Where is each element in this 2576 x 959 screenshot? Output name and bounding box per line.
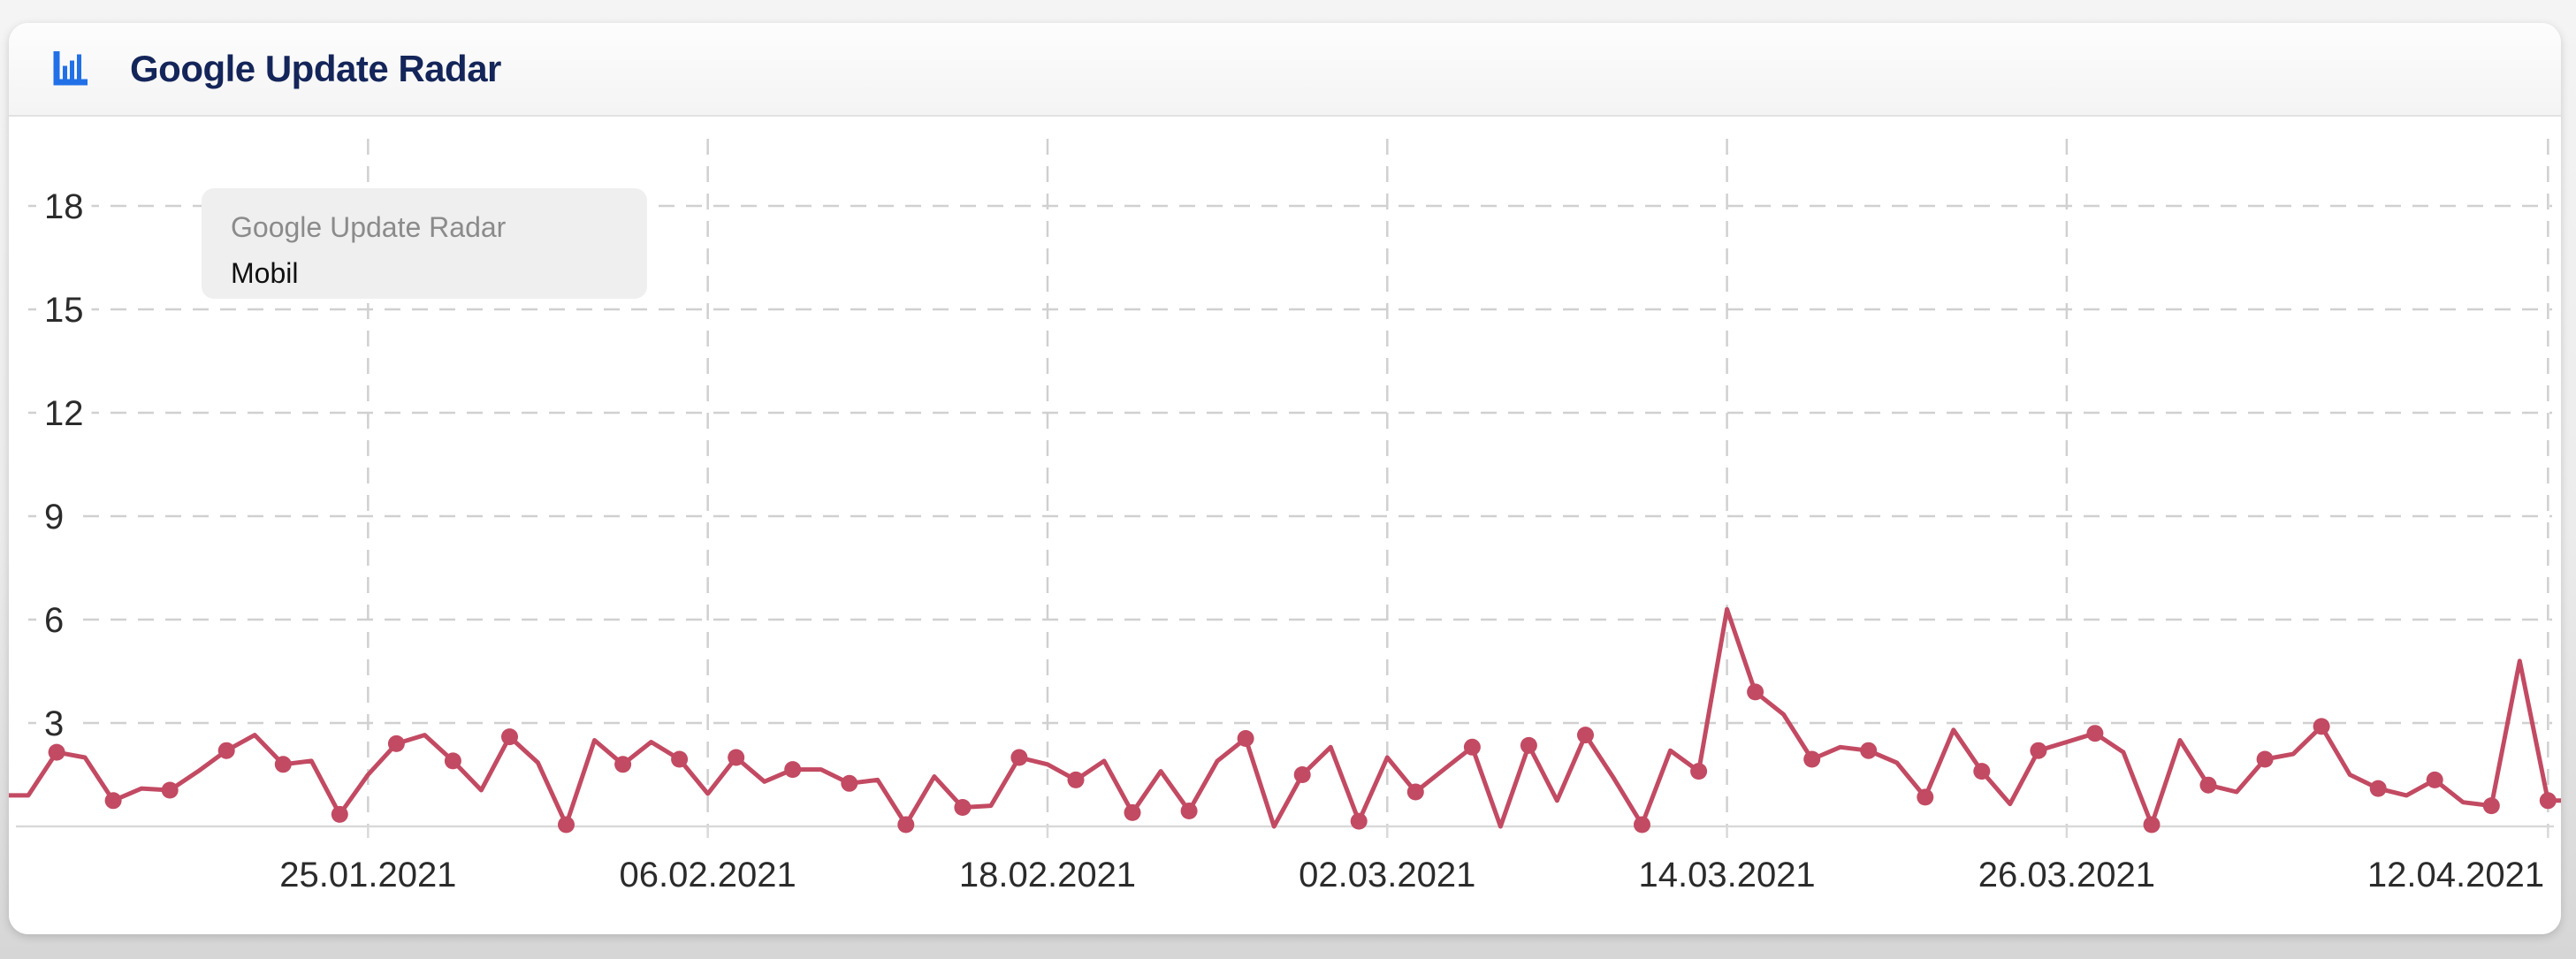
- data-point-marker[interactable]: [2030, 742, 2047, 759]
- chart-tooltip: Google Update Radar Mobil: [202, 188, 647, 299]
- tooltip-title: Google Update Radar: [231, 211, 507, 243]
- data-point-marker[interactable]: [2313, 718, 2330, 735]
- data-point-marker[interactable]: [1237, 730, 1254, 747]
- data-point-marker[interactable]: [784, 761, 802, 779]
- data-point-marker[interactable]: [2199, 776, 2217, 794]
- data-point-marker[interactable]: [217, 742, 235, 759]
- y-tick-label: 3: [44, 704, 64, 743]
- chart-area: 3 6 9 12 15 18 25.01.2021 06.02.2021 18.02.2021 0…: [9, 117, 2561, 934]
- data-point-marker[interactable]: [1067, 771, 1085, 788]
- data-point-marker[interactable]: [2426, 771, 2443, 788]
- x-tick-label: 02.03.2021: [1299, 856, 1475, 894]
- data-point-marker[interactable]: [728, 749, 745, 766]
- tooltip-series-label: Mobil: [231, 257, 299, 289]
- y-tick-label: 9: [44, 498, 64, 537]
- data-point-marker[interactable]: [2256, 750, 2274, 768]
- x-tick-label: 26.03.2021: [1978, 856, 2155, 894]
- data-point-marker[interactable]: [1180, 803, 1198, 819]
- data-point-marker[interactable]: [2539, 792, 2557, 810]
- data-point-marker[interactable]: [48, 743, 65, 761]
- y-tick-label-bg: [36, 494, 72, 540]
- google-update-radar-card: Google Update Radar 3 6 9 12 15 18 25.01.2021 0…: [9, 23, 2561, 934]
- data-point-marker[interactable]: [2482, 797, 2500, 815]
- x-tick-label: 14.03.2021: [1638, 856, 1815, 894]
- data-point-marker[interactable]: [161, 781, 179, 799]
- x-tick-label: 06.02.2021: [620, 856, 796, 894]
- y-tick-label: 18: [44, 187, 84, 226]
- x-tick-label: 18.02.2021: [959, 856, 1136, 894]
- data-point-marker[interactable]: [1124, 803, 1141, 821]
- data-point-marker[interactable]: [1406, 783, 1424, 801]
- data-point-marker[interactable]: [671, 750, 689, 768]
- data-point-marker[interactable]: [1520, 736, 1537, 754]
- y-tick-label: 6: [44, 601, 64, 640]
- x-tick-label: 12.04.2021: [2367, 856, 2544, 894]
- data-point-marker[interactable]: [954, 799, 972, 816]
- data-point-marker[interactable]: [897, 816, 915, 833]
- y-tick-label-bg: [36, 184, 92, 230]
- data-point-marker[interactable]: [1973, 763, 1991, 780]
- data-point-marker[interactable]: [1860, 742, 1878, 759]
- data-point-marker[interactable]: [1803, 750, 1821, 768]
- data-point-marker[interactable]: [387, 734, 405, 752]
- data-point-marker[interactable]: [331, 805, 348, 823]
- data-point-marker[interactable]: [1634, 816, 1650, 833]
- data-point-marker[interactable]: [1293, 766, 1311, 783]
- data-point-marker[interactable]: [558, 816, 575, 833]
- data-point-marker[interactable]: [501, 728, 518, 746]
- data-point-marker[interactable]: [1350, 812, 1368, 830]
- y-tick-label-bg: [36, 597, 72, 643]
- data-point-marker[interactable]: [2086, 725, 2104, 742]
- bar-chart-icon: [53, 51, 88, 86]
- y-tick-label-bg: [36, 391, 92, 437]
- card-header: Google Update Radar: [9, 23, 2561, 117]
- data-point-marker[interactable]: [1010, 749, 1028, 766]
- data-point-marker[interactable]: [1463, 738, 1481, 756]
- data-point-marker[interactable]: [1917, 788, 1934, 806]
- data-point-marker[interactable]: [1690, 763, 1708, 780]
- x-tick-label: 25.01.2021: [279, 856, 456, 894]
- data-point-marker[interactable]: [1577, 727, 1594, 744]
- data-point-marker[interactable]: [104, 792, 122, 810]
- data-point-marker[interactable]: [274, 756, 292, 773]
- data-point-marker[interactable]: [841, 774, 858, 792]
- page-title: Google Update Radar: [130, 48, 501, 89]
- y-tick-label: 15: [44, 291, 84, 330]
- y-tick-label-bg: [36, 701, 72, 747]
- update-radar-line-chart[interactable]: 3 6 9 12 15 18 25.01.2021 06.02.2021 18.02.2021 0…: [9, 117, 2561, 934]
- y-tick-label-bg: [36, 287, 92, 333]
- data-point-marker[interactable]: [614, 756, 632, 773]
- series-line-mobil: [9, 606, 2561, 829]
- data-point-marker[interactable]: [2369, 780, 2387, 797]
- data-point-marker[interactable]: [1747, 683, 1764, 701]
- y-tick-label: 12: [44, 394, 84, 433]
- data-point-marker[interactable]: [444, 752, 461, 770]
- data-point-marker[interactable]: [2143, 816, 2161, 833]
